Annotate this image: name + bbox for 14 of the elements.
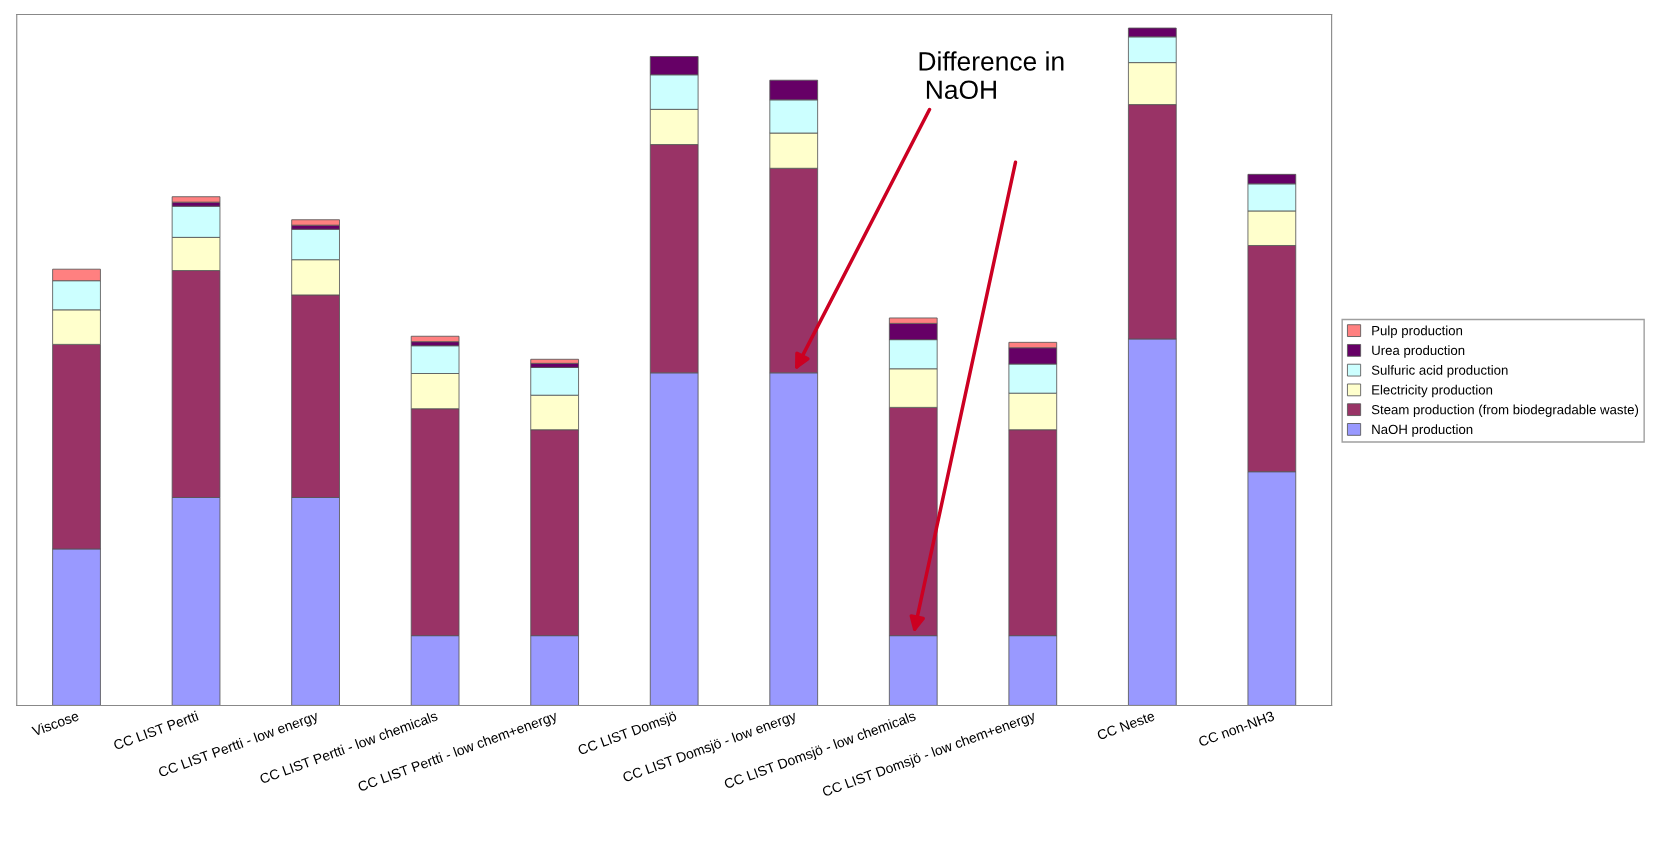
x-tick-label: Viscose	[31, 710, 80, 737]
legend-label: Sulfuric acid production	[1371, 365, 1508, 378]
legend-label: Electricity production	[1372, 384, 1493, 398]
legend-label: Pulp production	[1372, 325, 1463, 338]
legend-label: Urea production	[1372, 345, 1465, 358]
x-tick-label: CC Neste	[1096, 710, 1156, 741]
bar	[291, 219, 340, 226]
legend-label: NaOH production	[1372, 424, 1473, 437]
bar	[530, 358, 579, 364]
bar	[171, 196, 221, 203]
bar	[410, 335, 460, 343]
x-tick-label: CC LIST Pertti	[112, 710, 199, 751]
annotation: Difference in NaOH	[919, 51, 1064, 100]
legend-label: Steam production (from biodegradable waste)	[1371, 404, 1639, 417]
